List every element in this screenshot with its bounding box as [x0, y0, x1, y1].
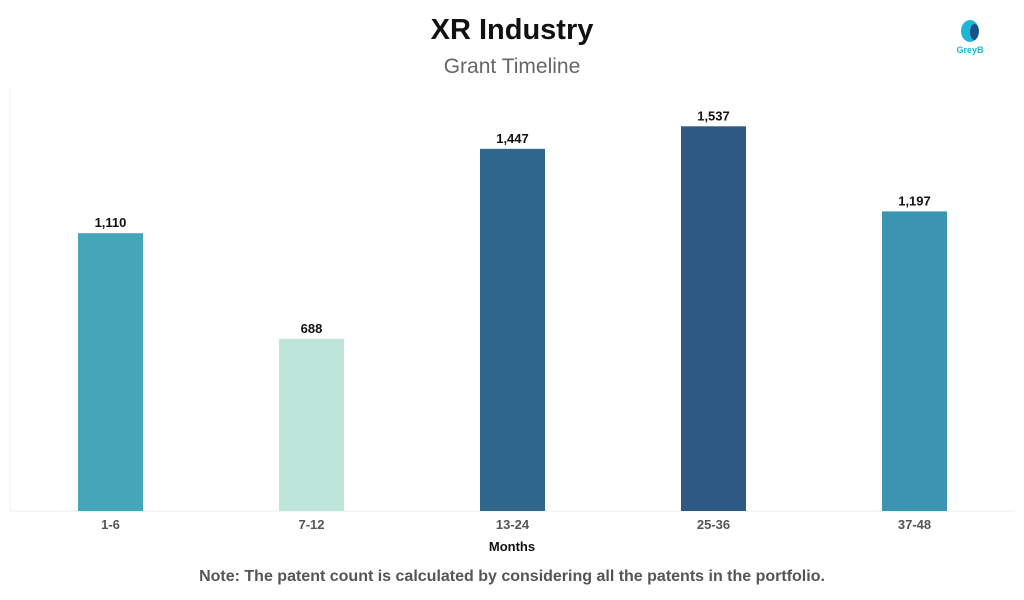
bar-1-6[interactable] [78, 233, 143, 511]
logo-text: GreyB [956, 45, 984, 55]
bar-chart: 1,110 1-6 688 7-12 1,447 13-24 1,537 25-36 1,197… [9, 88, 1015, 554]
chart-title: XR Industry [430, 14, 594, 46]
data-label: 1,110 [95, 215, 127, 230]
x-tick-label: 13-24 [496, 517, 530, 532]
x-tick-label: 25-36 [697, 517, 730, 532]
bar-7-12[interactable] [279, 338, 344, 511]
x-tick-label: 37-48 [898, 517, 931, 532]
greyb-logo: GreyB [950, 20, 990, 55]
data-label: 1,447 [496, 131, 529, 146]
data-label: 688 [301, 321, 323, 336]
chart-subtitle: Grant Timeline [443, 55, 581, 78]
x-tick-label: 7-12 [298, 517, 324, 532]
logo-icon [961, 20, 979, 42]
bar-25-36[interactable] [681, 126, 746, 512]
data-label: 1,537 [697, 108, 730, 123]
bar-37-48[interactable] [882, 211, 947, 511]
data-label: 1,197 [898, 193, 931, 208]
footnote: Note: The patent count is calculated by … [199, 568, 825, 585]
x-tick-label: 1-6 [101, 517, 120, 532]
bar-13-24[interactable] [480, 148, 545, 511]
x-axis-title: Months [489, 539, 535, 554]
